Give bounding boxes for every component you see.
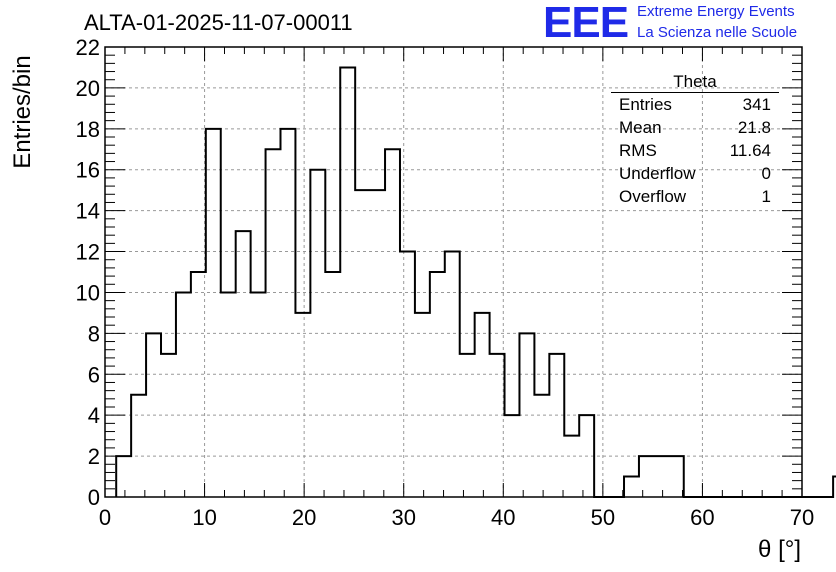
histogram-bin	[191, 272, 206, 497]
histogram-bin	[490, 354, 505, 497]
stat-label: Mean	[619, 118, 662, 137]
x-tick-label: 40	[491, 505, 515, 530]
histogram-bin	[266, 149, 281, 497]
stats-title: Theta	[611, 72, 779, 93]
histogram-bin	[251, 292, 266, 497]
y-tick-label: 12	[76, 240, 100, 265]
logo-text-line2: La Scienza nelle Scuole	[637, 24, 798, 41]
stat-row-entries: Entries 341	[611, 93, 779, 116]
plot-frame	[104, 46, 803, 498]
y-tick-label: 14	[76, 199, 100, 224]
y-tick-label: 22	[76, 35, 100, 60]
histogram-bin	[654, 456, 669, 497]
stat-label: Overflow	[619, 187, 687, 206]
histogram-bin	[669, 456, 684, 497]
x-tick-label: 70	[790, 505, 814, 530]
stat-value: 21.8	[737, 118, 771, 137]
stat-row-underflow: Underflow 0	[611, 162, 779, 185]
stat-row-overflow: Overflow 1	[611, 185, 779, 208]
stat-value: 1	[761, 187, 771, 206]
histogram-bin	[534, 395, 549, 497]
x-tick-label: 10	[192, 505, 216, 530]
y-axis-label: Entries/bin	[9, 55, 36, 168]
histogram-bin	[236, 231, 251, 497]
histogram-bin	[475, 313, 490, 497]
stat-value: 11.64	[729, 141, 771, 160]
stat-label: Underflow	[619, 164, 696, 183]
histogram-bin	[176, 292, 191, 497]
histogram-bin	[385, 149, 400, 497]
stat-label: Entries	[619, 95, 672, 114]
histogram-bin	[221, 292, 236, 497]
y-tick-label: 18	[76, 117, 100, 142]
histogram-bin	[355, 190, 370, 497]
x-tick-label: 50	[591, 505, 615, 530]
histogram-bin	[505, 415, 520, 497]
histogram-bin	[116, 456, 131, 497]
histogram-bin	[639, 456, 654, 497]
histogram-bin	[415, 313, 430, 497]
axis-ticks	[104, 46, 803, 498]
y-tick-label: 8	[88, 321, 100, 346]
stat-value: 0	[761, 164, 771, 183]
histogram-bin	[549, 354, 564, 497]
histogram-bin	[161, 354, 176, 497]
histogram-bin	[624, 477, 639, 497]
y-tick-label: 0	[88, 485, 100, 510]
histogram-bin	[370, 190, 385, 497]
stats-box: Theta Entries 341 Mean 21.8 RMS 11.64 Un…	[611, 72, 779, 208]
histogram-bin	[131, 395, 146, 497]
stat-value: 341	[742, 95, 771, 114]
histogram-bin	[564, 436, 579, 497]
histogram-bin	[430, 272, 445, 497]
x-tick-label: 0	[99, 505, 111, 530]
y-tick-label: 4	[88, 403, 100, 428]
y-tick-label: 16	[76, 158, 100, 183]
y-tick-label: 10	[76, 280, 100, 305]
eee-logo: EEE	[543, 0, 629, 47]
y-tick-label: 20	[76, 76, 100, 101]
histogram-bin	[340, 67, 355, 497]
x-tick-label: 30	[391, 505, 415, 530]
histogram-bin	[206, 129, 221, 497]
histogram-bin	[280, 129, 295, 497]
logo-text-line1: Extreme Energy Events	[637, 3, 795, 20]
x-tick-label: 20	[292, 505, 316, 530]
stat-row-rms: RMS 11.64	[611, 139, 779, 162]
stat-label: RMS	[619, 141, 657, 160]
x-axis-label: θ [°]	[758, 536, 801, 563]
histogram-bin	[325, 272, 340, 497]
stat-row-mean: Mean 21.8	[611, 116, 779, 139]
chart-title: ALTA-01-2025-11-07-00011	[84, 10, 353, 35]
histogram-bin	[460, 354, 475, 497]
y-tick-label: 2	[88, 444, 100, 469]
x-tick-label: 60	[690, 505, 714, 530]
y-tick-label: 6	[88, 362, 100, 387]
histogram-bin	[295, 313, 310, 497]
